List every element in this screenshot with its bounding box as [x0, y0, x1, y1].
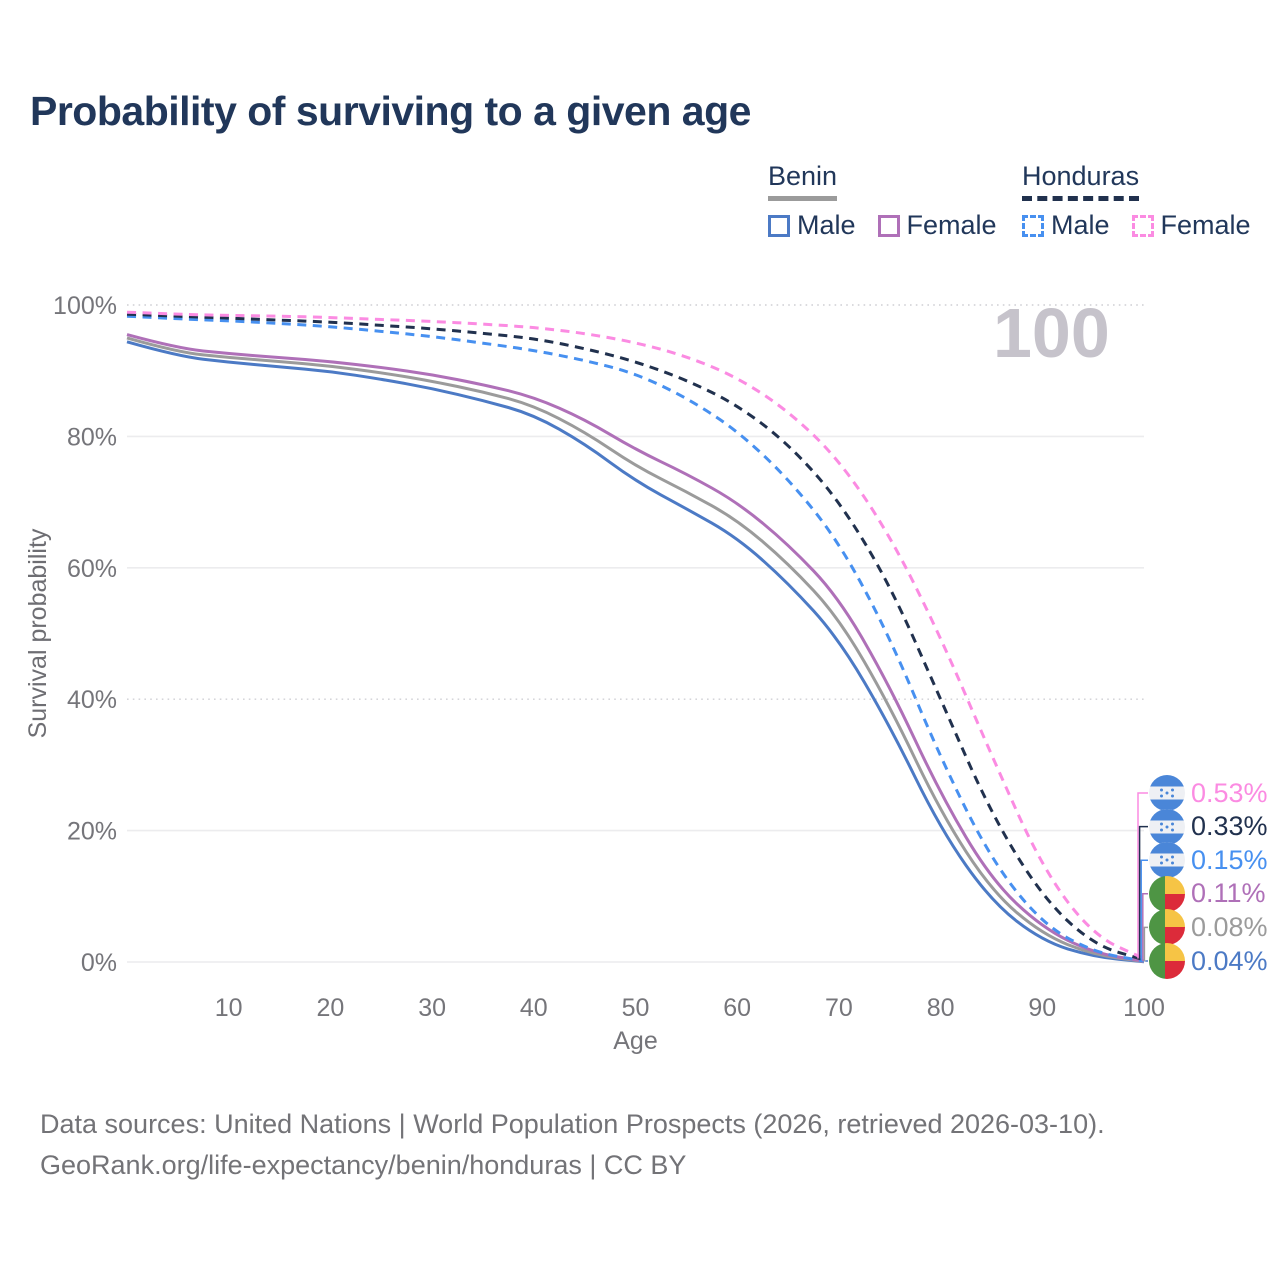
legend-item-honduras-male[interactable]: Male	[1022, 210, 1110, 241]
end-label-benin-both: 0.08%	[1149, 909, 1268, 946]
legend-row-benin: Male Female	[768, 210, 1019, 241]
benin-flag-icon	[1149, 909, 1185, 946]
footer-link: GeoRank.org/life-expectancy/benin/hondur…	[40, 1150, 687, 1180]
end-label-value: 0.04%	[1191, 945, 1268, 976]
series-line-honduras-female	[126, 310, 1145, 960]
benin-flag-icon	[1149, 943, 1185, 979]
leader-line-benin-both	[1143, 926, 1148, 962]
x-tick-label: 90	[1028, 994, 1056, 1022]
x-axis-title: Age	[613, 1027, 657, 1055]
legend-swatch-benin-male	[768, 214, 790, 237]
x-tick-label: 80	[927, 994, 955, 1022]
series-line-benin-male	[126, 340, 1145, 964]
honduras-flag-icon	[1149, 775, 1185, 811]
leader-line-honduras-female	[1137, 792, 1148, 959]
legend-label-honduras-female: Female	[1160, 210, 1251, 240]
y-tick-label: 80%	[67, 423, 117, 451]
legend-swatch-honduras-female	[1131, 214, 1154, 237]
legend-label-benin-male: Male	[797, 210, 856, 240]
end-label-honduras-both: 0.33%	[1149, 808, 1268, 845]
x-tick-label: 40	[520, 994, 548, 1022]
end-label-value: 0.08%	[1191, 911, 1268, 942]
honduras-flag-icon	[1149, 808, 1185, 845]
legend-label-benin-female: Female	[906, 210, 997, 240]
series-line-benin-female	[126, 333, 1145, 963]
series-line-honduras-male	[126, 314, 1145, 963]
end-label-benin-female: 0.11%	[1149, 875, 1266, 912]
legend-group-honduras: Honduras Male Female	[1022, 161, 1273, 241]
y-tick-label: 40%	[67, 686, 117, 714]
series-line-honduras-both	[126, 312, 1145, 962]
leader-line-honduras-both	[1138, 825, 1148, 960]
y-tick-label: 0%	[81, 949, 117, 977]
y-tick-label: 100%	[53, 292, 117, 320]
legend-header-honduras[interactable]: Honduras	[1022, 161, 1140, 201]
end-label-value: 0.53%	[1191, 777, 1268, 808]
x-tick-label: 60	[723, 994, 751, 1022]
legend-item-benin-male[interactable]: Male	[768, 210, 856, 241]
x-tick-label: 100	[1123, 994, 1165, 1022]
end-label-honduras-female: 0.53%	[1149, 775, 1268, 811]
x-tick-label: 30	[418, 994, 446, 1022]
x-tick-label: 50	[622, 994, 650, 1022]
y-axis-title: Survival probability	[24, 528, 52, 738]
page-title: Probability of surviving to a given age	[30, 88, 751, 134]
legend-swatch-benin-female	[877, 214, 900, 237]
y-tick-label: 20%	[67, 818, 117, 846]
legend-label-honduras-male: Male	[1051, 210, 1110, 240]
end-label-honduras-male: 0.15%	[1149, 842, 1268, 879]
x-tick-label: 20	[316, 994, 344, 1022]
end-label-value: 0.15%	[1191, 844, 1268, 875]
legend-header-benin[interactable]: Benin	[768, 161, 838, 201]
footer: Data sources: United Nations | World Pop…	[40, 1104, 1105, 1186]
honduras-flag-icon	[1149, 842, 1185, 879]
end-label-value: 0.11%	[1191, 878, 1266, 909]
leader-line-benin-female	[1142, 893, 1148, 962]
legend-item-honduras-female[interactable]: Female	[1131, 210, 1251, 241]
x-tick-label: 70	[825, 994, 853, 1022]
legend-item-benin-female[interactable]: Female	[877, 210, 997, 241]
legend-row-honduras: Male Female	[1022, 210, 1273, 241]
end-label-benin-male: 0.04%	[1149, 943, 1268, 979]
legend-swatch-honduras-male	[1022, 214, 1044, 237]
end-label-value: 0.33%	[1191, 811, 1268, 842]
age-watermark: 100	[993, 294, 1110, 372]
leader-line-benin-male	[1145, 960, 1148, 962]
y-tick-label: 60%	[67, 555, 117, 583]
leader-line-honduras-male	[1140, 859, 1148, 961]
series-line-benin-both	[126, 336, 1145, 963]
x-tick-label: 10	[215, 994, 243, 1022]
footer-sources: Data sources: United Nations | World Pop…	[40, 1109, 1105, 1139]
legend-group-benin: Benin Male Female	[768, 161, 1019, 241]
benin-flag-icon	[1149, 875, 1185, 912]
